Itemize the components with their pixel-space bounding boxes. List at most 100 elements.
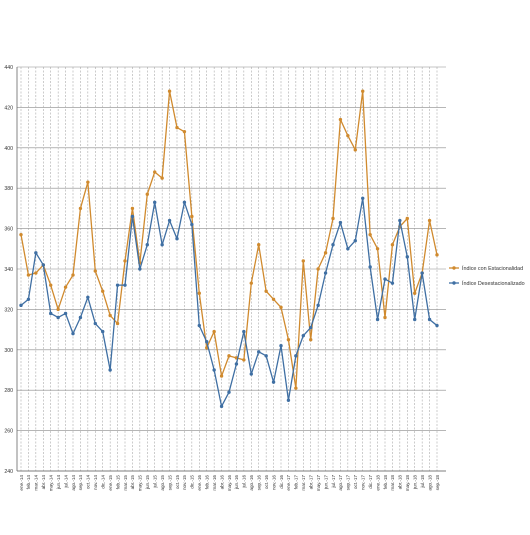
- data-point: [405, 255, 409, 259]
- data-point: [56, 307, 60, 312]
- data-point: [361, 89, 365, 93]
- x-tick-label: jun.-17: [323, 475, 328, 490]
- data-point: [115, 321, 120, 326]
- data-point: [390, 281, 395, 285]
- x-tick-label: dic.-14: [101, 475, 106, 489]
- x-tick-label: nov.-14: [93, 475, 98, 490]
- data-point: [71, 331, 75, 336]
- grid: [17, 66, 446, 472]
- legend-label: Índice con Estacionalidad: [462, 265, 523, 272]
- data-point: [219, 374, 224, 378]
- data-point: [182, 200, 187, 205]
- data-point: [398, 218, 402, 223]
- x-tick-label: jun.-16: [234, 475, 239, 490]
- x-tick-label: mar.-15: [123, 475, 128, 491]
- data-point: [153, 200, 157, 205]
- data-point: [338, 220, 343, 225]
- data-point: [286, 338, 291, 342]
- data-point: [108, 313, 112, 318]
- legend: Índice con Estacionalidad Índice Desestac…: [449, 265, 525, 287]
- x-tick-label: jun.-15: [145, 475, 150, 490]
- data-point: [71, 273, 75, 277]
- data-point: [190, 214, 194, 219]
- data-point: [167, 218, 172, 223]
- data-point: [264, 354, 268, 358]
- x-tick-label: ene.-16: [197, 475, 202, 491]
- data-point: [257, 243, 261, 247]
- data-point: [197, 291, 201, 295]
- legend-swatch-marker: [452, 266, 456, 270]
- data-point: [130, 206, 135, 211]
- x-tick-label: feb.-16: [205, 475, 210, 490]
- data-point: [101, 289, 105, 293]
- data-point: [26, 273, 31, 277]
- x-tick-label: mar.-18: [390, 475, 395, 491]
- data-point: [49, 311, 53, 316]
- x-tick-label: oct.-14: [86, 475, 91, 489]
- x-tick-label: ago.-18: [427, 475, 432, 491]
- data-point: [368, 265, 372, 269]
- data-point: [346, 133, 350, 138]
- x-tick-label: oct.-15: [175, 475, 180, 489]
- data-point: [390, 243, 395, 247]
- data-point: [323, 251, 328, 255]
- data-point: [190, 222, 194, 227]
- y-tick-label: 320: [4, 307, 13, 313]
- data-point: [212, 329, 216, 334]
- data-point: [286, 398, 291, 402]
- x-tick-label: nov.-15: [182, 475, 187, 490]
- data-point: [101, 329, 105, 334]
- data-point: [375, 247, 380, 251]
- x-tick-label: jun.-14: [56, 475, 61, 490]
- data-point: [375, 317, 380, 322]
- data-point: [294, 386, 298, 390]
- data-point: [49, 283, 53, 287]
- data-point: [160, 243, 164, 247]
- x-tick-label: oct.-17: [353, 475, 358, 489]
- y-tick-label: 300: [4, 348, 13, 354]
- x-tick-label: abr.-15: [130, 475, 135, 490]
- x-tick-label: jul.-18: [420, 475, 425, 489]
- x-tick-label: may.-15: [138, 475, 143, 492]
- data-point: [93, 321, 97, 326]
- x-tick-label: sep.-17: [346, 475, 351, 491]
- data-point: [160, 176, 164, 180]
- data-point: [41, 263, 45, 267]
- data-point: [249, 372, 253, 376]
- x-tick-label: sep.-14: [78, 475, 83, 491]
- data-point: [338, 117, 343, 122]
- data-point: [123, 283, 127, 287]
- data-point: [405, 216, 409, 221]
- data-point: [346, 247, 350, 251]
- legend-label: Índice Desestacionalizado: [462, 280, 525, 287]
- x-tick-label: oct.-16: [264, 475, 269, 489]
- x-tick-label: may.-17: [316, 475, 321, 492]
- data-point: [212, 368, 216, 372]
- x-tick-label: jul.-15: [153, 475, 158, 489]
- x-tick-label: jun.-18: [413, 475, 418, 490]
- x-tick-label: may.-16: [227, 475, 232, 492]
- data-point: [309, 338, 313, 342]
- data-point: [316, 267, 320, 271]
- x-tick-label: feb.-15: [115, 475, 120, 490]
- data-point: [242, 329, 246, 334]
- data-point: [234, 362, 239, 366]
- data-point: [413, 317, 417, 322]
- data-point: [78, 315, 83, 320]
- x-tick-label: nov.-16: [271, 475, 276, 490]
- x-tick-label: jul.-16: [242, 475, 247, 489]
- data-point: [63, 311, 68, 316]
- data-point: [435, 253, 439, 257]
- data-point: [427, 317, 432, 322]
- data-point: [264, 289, 268, 293]
- data-point: [145, 243, 149, 247]
- x-tick-label: mar.-17: [301, 475, 306, 491]
- data-point: [323, 271, 328, 275]
- data-point: [34, 271, 38, 275]
- data-point: [383, 315, 387, 320]
- x-tick-label: abr.-18: [398, 475, 403, 490]
- data-point: [242, 358, 246, 362]
- data-point: [271, 380, 276, 384]
- data-point: [249, 281, 253, 285]
